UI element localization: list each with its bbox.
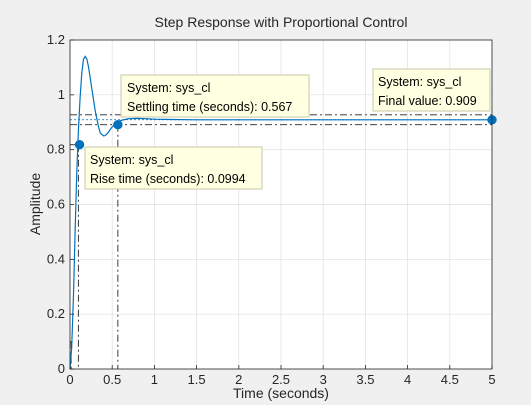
y-axis-ticks: 0 0.2 0.4 0.6 0.8 1 1.2 bbox=[47, 32, 74, 376]
datatip-marker bbox=[74, 140, 85, 150]
datatip-system: System: sys_cl bbox=[127, 81, 210, 95]
datatip-system: System: sys_cl bbox=[378, 75, 461, 89]
x-tick-label: 2 bbox=[235, 372, 242, 387]
datatip-rise-value: Rise time (seconds): 0.0994 bbox=[90, 172, 246, 186]
y-tick-label: 0.2 bbox=[47, 306, 65, 321]
x-tick-label: 0.5 bbox=[103, 372, 121, 387]
y-tick-label: 0 bbox=[58, 361, 65, 376]
x-axis-label: Time (seconds) bbox=[233, 385, 329, 401]
x-tick-label: 0 bbox=[66, 372, 73, 387]
x-tick-label: 2.5 bbox=[272, 372, 290, 387]
x-tick-label: 3 bbox=[320, 372, 327, 387]
y-tick-label: 0.6 bbox=[47, 197, 65, 212]
y-tick-label: 0.4 bbox=[47, 251, 65, 266]
x-tick-label: 5 bbox=[488, 372, 495, 387]
datatip-box bbox=[372, 68, 491, 112]
datatip-system: System: sys_cl bbox=[90, 153, 173, 167]
chart-title: Step Response with Proportional Control bbox=[155, 14, 408, 30]
datatip-final-value[interactable]: System: sys_cl Final value: 0.909 bbox=[372, 68, 491, 112]
datatip-box bbox=[120, 74, 310, 118]
datatip-marker bbox=[113, 120, 123, 130]
y-tick-label: 1 bbox=[58, 87, 65, 102]
datatip-box bbox=[84, 146, 263, 190]
datatip-settling-value: Settling time (seconds): 0.567 bbox=[127, 100, 292, 114]
x-tick-label: 1 bbox=[151, 372, 158, 387]
step-response-line bbox=[69, 55, 492, 370]
x-tick-label: 3.5 bbox=[356, 372, 374, 387]
x-tick-label: 4.5 bbox=[441, 372, 459, 387]
datatip-final-value-text: Final value: 0.909 bbox=[378, 94, 477, 108]
y-axis-label: Amplitude bbox=[27, 173, 43, 235]
datatip-settling-time[interactable]: System: sys_cl Settling time (seconds): … bbox=[120, 74, 310, 118]
x-tick-label: 4 bbox=[404, 372, 411, 387]
y-tick-label: 1.2 bbox=[47, 32, 65, 47]
x-axis-ticks: 0 0.5 1 1.5 2 2.5 3 3.5 4 4.5 5 bbox=[66, 365, 496, 387]
datatip-rise-time[interactable]: System: sys_cl Rise time (seconds): 0.09… bbox=[84, 146, 263, 190]
x-tick-label: 1.5 bbox=[188, 372, 206, 387]
y-tick-label: 0.8 bbox=[47, 142, 65, 157]
